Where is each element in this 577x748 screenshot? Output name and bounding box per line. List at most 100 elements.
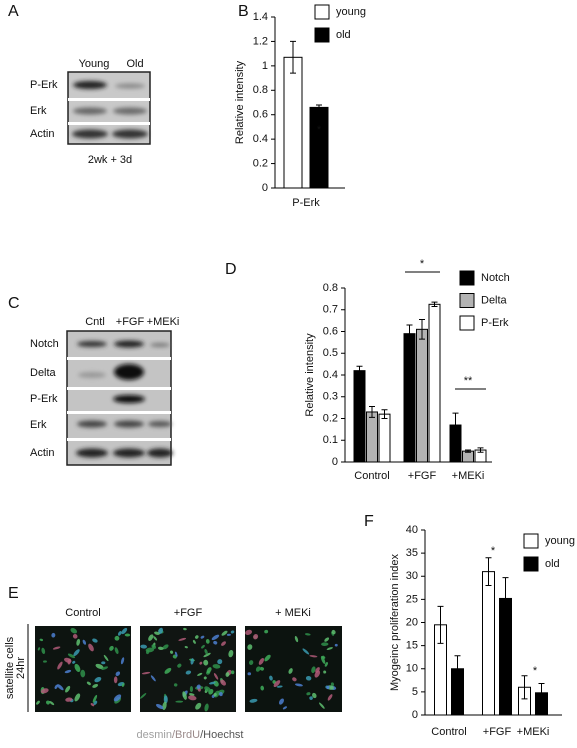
cell (150, 675, 156, 682)
side-label: satellite cells (4, 636, 16, 699)
y-tick-label: 0.4 (323, 369, 338, 381)
cell (264, 654, 271, 662)
cell (103, 654, 109, 662)
cell (37, 647, 41, 651)
cell (312, 692, 317, 699)
cell (305, 675, 312, 681)
band (115, 83, 145, 89)
caption-part: /BrdU (172, 729, 200, 741)
separator (67, 387, 171, 390)
cell (65, 685, 71, 693)
bar (378, 413, 391, 463)
y-tick-label: 35 (406, 547, 418, 559)
cell (294, 683, 303, 687)
bar (462, 450, 474, 463)
cell (139, 693, 147, 699)
cell (269, 675, 273, 681)
legend-swatch (459, 270, 475, 286)
annotation: ** (464, 375, 473, 387)
cell (174, 651, 178, 657)
cell (92, 694, 98, 703)
cell (182, 691, 187, 700)
separator (67, 411, 171, 414)
cell (70, 627, 78, 634)
y-tick-label: 0.4 (253, 133, 268, 145)
y-tick-label: 0.8 (323, 282, 338, 294)
cell (109, 645, 114, 651)
cell (331, 629, 336, 635)
cell (188, 695, 197, 701)
error-bar (485, 557, 492, 586)
cell (158, 646, 164, 651)
cell (220, 679, 226, 686)
band (77, 341, 107, 347)
band (114, 420, 144, 428)
separator (67, 357, 171, 360)
cell (162, 644, 169, 650)
column-label: Control (65, 607, 100, 619)
x-tick-label: P-Erk (292, 197, 320, 209)
cell (278, 698, 284, 705)
x-tick-label: Control (354, 470, 389, 482)
cell (248, 660, 254, 665)
band (73, 81, 107, 89)
cell (228, 649, 234, 658)
micrographs (35, 626, 342, 712)
error-bar (419, 319, 425, 340)
cell (124, 633, 131, 637)
cell (72, 633, 78, 639)
panel-letter: B (238, 3, 249, 20)
error-bar (502, 577, 509, 620)
band (113, 107, 147, 115)
y-tick-label: 0.6 (323, 325, 338, 337)
error-bar (406, 324, 413, 343)
cell (322, 655, 326, 659)
cell (195, 635, 199, 639)
cell (74, 663, 81, 673)
cell (114, 635, 120, 641)
cell (36, 700, 40, 705)
bar (428, 303, 441, 463)
cell (67, 658, 72, 665)
separator (68, 98, 150, 101)
cell (52, 646, 61, 650)
caption-part: desmin (136, 729, 171, 741)
cell (120, 657, 125, 665)
cell (211, 634, 220, 641)
cell (141, 671, 151, 675)
cell (260, 685, 265, 691)
cell (178, 637, 187, 641)
cell (213, 692, 217, 697)
panel-letter: E (8, 585, 19, 602)
cell (273, 680, 281, 688)
y-tick-label: 0 (412, 709, 418, 721)
cell (101, 666, 109, 670)
panel-letter: C (8, 295, 20, 312)
cell (327, 694, 333, 701)
error-bar (437, 605, 444, 644)
cell (288, 668, 293, 674)
row-label: Delta (30, 367, 57, 379)
cell (170, 650, 174, 654)
y-tick-label: 20 (406, 616, 418, 628)
y-tick-label: 0 (262, 182, 268, 194)
cell (184, 646, 188, 649)
band (113, 448, 145, 458)
cell (258, 657, 265, 665)
cell (121, 683, 125, 687)
y-tick-label: 25 (406, 593, 418, 605)
bar (366, 411, 378, 463)
lane-label: +FGF (116, 316, 145, 328)
error-bar (369, 406, 375, 418)
separator (67, 438, 171, 441)
cell (41, 647, 46, 654)
cell (247, 644, 253, 650)
cell (146, 649, 150, 655)
panel-letter: F (364, 513, 374, 530)
x-tick-label: +MEKi (452, 470, 485, 482)
cell (304, 633, 311, 636)
annotation: * (317, 124, 322, 136)
y-tick-label: 0.8 (253, 84, 268, 96)
x-tick-label: +FGF (408, 470, 437, 482)
